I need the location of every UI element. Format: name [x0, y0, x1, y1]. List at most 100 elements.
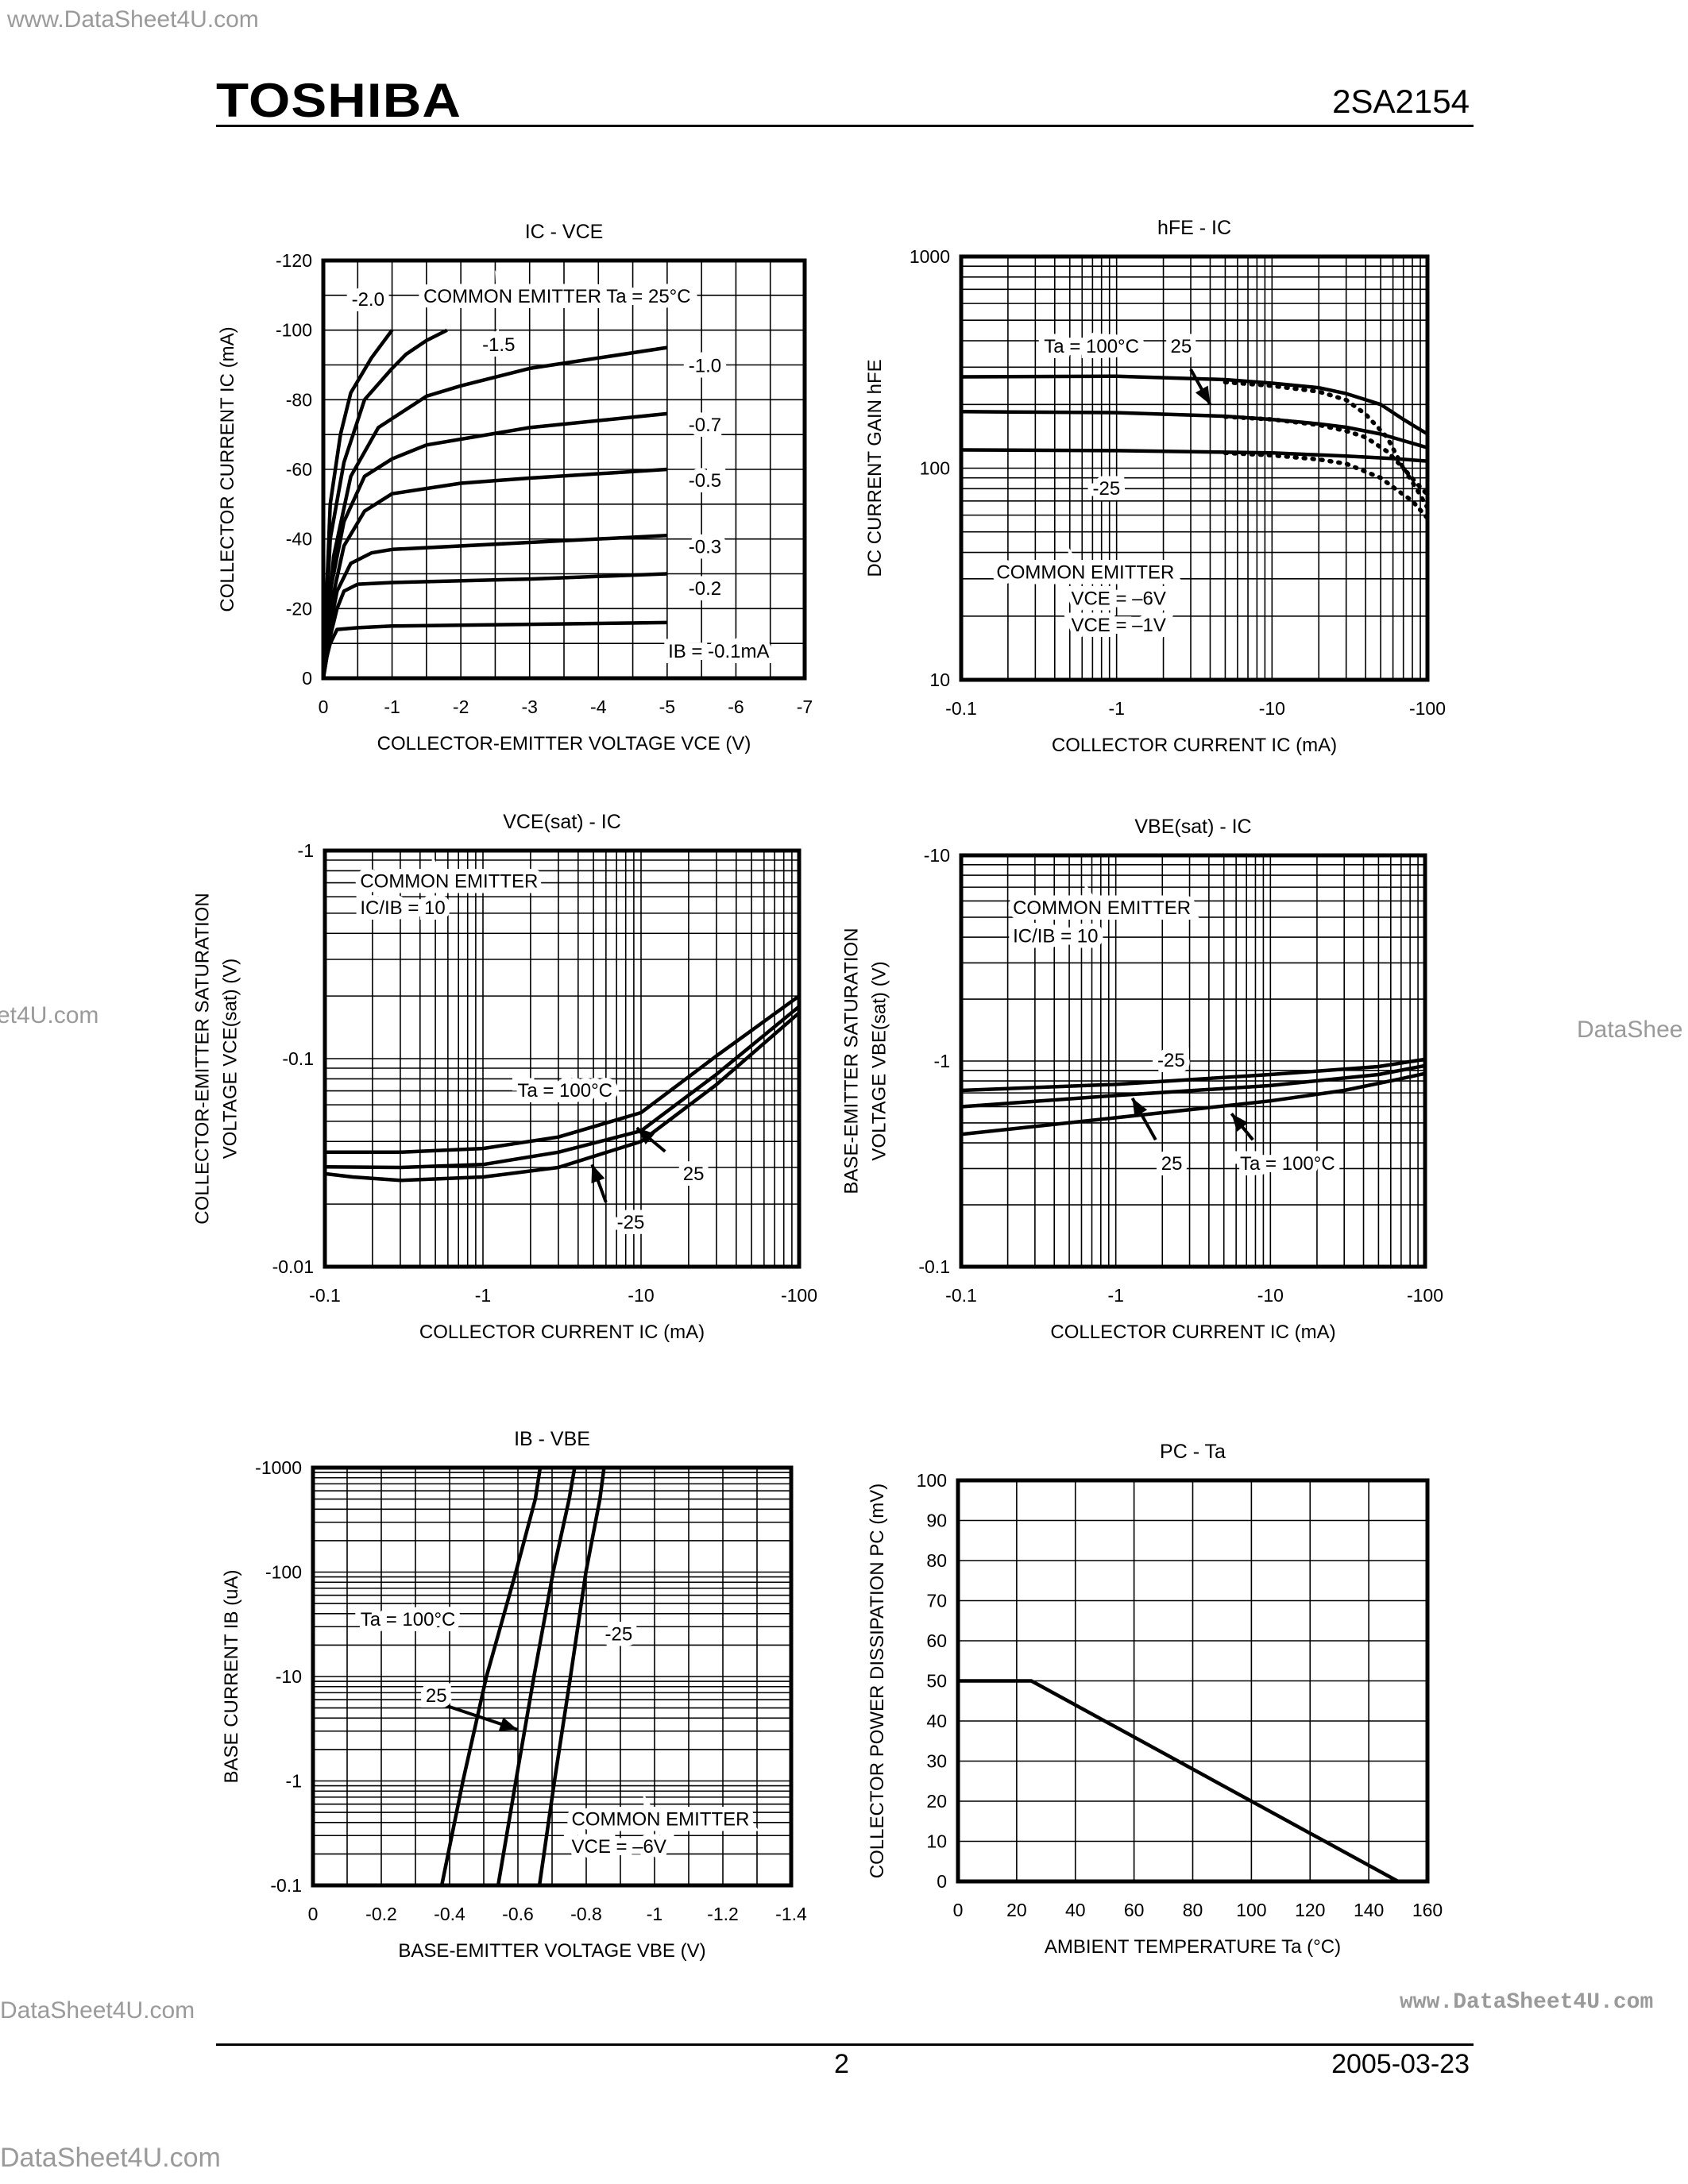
x-tick-label: 0 [953, 1900, 964, 1920]
y-tick-label: 20 [926, 1791, 947, 1812]
x-tick-label: -1 [1108, 698, 1124, 719]
x-tick-label: -0.4 [434, 1904, 465, 1924]
annotation-label: -0.5 [689, 470, 721, 492]
series-line [1223, 380, 1427, 497]
chart-4: VBE(sat) - IC -0.1 -1 -10 -100 -0.1 -1 -10 COLLE… [841, 816, 1444, 1343]
annotation-label: -25 [617, 1212, 645, 1233]
y-tick-label: 70 [926, 1591, 947, 1611]
annotation-label: Ta = 100°C [517, 1080, 612, 1102]
part-number: 2SA2154 [1332, 83, 1470, 120]
y-tick-label: -1 [286, 1771, 302, 1792]
footer-rule [216, 2043, 1474, 2046]
chart-6: PC - Ta 0 20 40 60 80 100 120 140 160 0 10 20 30 40 50 6… [867, 1441, 1443, 1958]
annotation-label: IB = -0.1mA [668, 641, 769, 662]
y-tick-label: 30 [926, 1751, 947, 1772]
chart-title: IB - VBE [514, 1428, 590, 1450]
annotation-label: 25 [683, 1163, 705, 1185]
x-tick-label: -1 [384, 696, 400, 717]
chart-2: hFE - IC -0.1 -1 -10 -100 10 100 1000 COLLECTOR … [864, 217, 1446, 756]
series-line [1223, 414, 1427, 511]
annotation-label: 25 [1161, 1153, 1183, 1175]
annotation-label: COMMON EMITTER [572, 1808, 750, 1830]
x-tick-label: 100 [1236, 1900, 1266, 1920]
annotation-label: -1.5 [482, 334, 515, 356]
series-line [496, 1468, 577, 1885]
x-tick-label: 120 [1295, 1900, 1325, 1920]
x-tick-label: 80 [1183, 1900, 1203, 1920]
annotation-label: COMMON EMITTER Ta = 25°C [423, 286, 691, 307]
annotation-label: 25 [1171, 336, 1192, 357]
arrow-head [1195, 385, 1211, 405]
y-axis-label: DC CURRENT GAIN hFE [864, 359, 886, 577]
watermark: DataShee [1577, 1017, 1683, 1043]
annotation-label: IC/IB = 10 [360, 897, 445, 919]
y-tick-label: 10 [929, 669, 950, 690]
annotation-label: Ta = 100°C [1044, 336, 1139, 357]
series-line [323, 329, 394, 678]
series-line [325, 1005, 799, 1170]
chart-5: IB - VBE 0 -0.2 -0.4 -0.6 -0.8 -1 -1.2 -1.4 -0.1 -… [221, 1428, 807, 1962]
series-line [961, 1057, 1425, 1093]
series-line [323, 572, 667, 678]
y-tick-label: -60 [286, 459, 312, 480]
y-tick-label: -0.1 [918, 1256, 950, 1277]
series-line [961, 1071, 1425, 1136]
y-tick-label: -1 [934, 1051, 950, 1071]
x-tick-label: 0 [308, 1904, 319, 1924]
y-axis-label: COLLECTOR CURRENT IC (mA) [217, 326, 238, 612]
x-axis-label: COLLECTOR-EMITTER VOLTAGE VCE (V) [377, 733, 751, 754]
x-tick-label: -10 [1259, 698, 1285, 719]
x-tick-label: 20 [1006, 1900, 1027, 1920]
series-line [958, 1679, 1400, 1881]
y-tick-label: 50 [926, 1671, 947, 1692]
x-axis-label: COLLECTOR CURRENT IC (mA) [1052, 735, 1337, 756]
annotation-label: -25 [605, 1623, 633, 1645]
annotation-label: VCE = –6V [572, 1836, 666, 1858]
y-tick-label: 0 [302, 668, 312, 689]
watermark: et4U.com [0, 1002, 99, 1028]
grid [960, 855, 1425, 1268]
y-tick-label: 100 [920, 458, 950, 479]
y-axis-label: VOLTAGE VCE(sat) (V) [220, 959, 241, 1159]
annotation-label: COMMON EMITTER [996, 562, 1174, 584]
chart-title: PC - Ta [1160, 1441, 1226, 1463]
y-tick-label: 0 [937, 1871, 947, 1892]
arrow-head [591, 1164, 605, 1184]
grid [324, 851, 799, 1268]
chart-3: VCE(sat) - IC -0.1 -1 -10 -100 -0.01 -0.1 -1 COL… [192, 811, 818, 1343]
x-tick-label: -0.1 [945, 1285, 977, 1306]
y-axis-label: COLLECTOR-EMITTER SATURATION [192, 893, 214, 1224]
x-tick-label: 140 [1354, 1900, 1384, 1920]
x-tick-label: -0.1 [309, 1285, 341, 1306]
y-axis-label: BASE CURRENT IB (uA) [221, 1570, 242, 1784]
grid [323, 260, 805, 679]
y-tick-label: -0.1 [282, 1048, 314, 1069]
y-tick-label: -10 [924, 845, 950, 866]
x-tick-label: -5 [659, 696, 675, 717]
y-tick-label: 90 [926, 1511, 947, 1531]
annotation-label: -0.2 [689, 578, 721, 600]
x-tick-label: -1.2 [707, 1904, 739, 1924]
x-tick-label: -100 [1409, 698, 1446, 719]
chart-title: VBE(sat) - IC [1134, 816, 1251, 838]
document-date: 2005-03-23 [1331, 2049, 1470, 2079]
chart-1: IC - VCE 0 -1 -2 -3 -4 -5 -6 -7 0 -20 -40 -60 -80 -100… [217, 221, 813, 754]
y-tick-label: -10 [276, 1666, 302, 1687]
x-tick-label: 60 [1124, 1900, 1145, 1920]
chart-title: VCE(sat) - IC [503, 811, 621, 833]
x-tick-label: -1 [1107, 1285, 1123, 1306]
x-axis-label: AMBIENT TEMPERATURE Ta (°C) [1045, 1936, 1341, 1958]
annotation-label: COMMON EMITTER [360, 870, 538, 892]
y-tick-label: 1000 [910, 246, 950, 267]
annotation-label: Ta = 100°C [1240, 1153, 1335, 1175]
arrow-head [636, 1128, 655, 1145]
x-tick-label: -1 [647, 1904, 662, 1924]
watermark: DataSheet4U.com [0, 1997, 195, 2024]
x-tick-label: -3 [521, 696, 537, 717]
x-tick-label: -0.8 [570, 1904, 602, 1924]
x-tick-label: -10 [1257, 1285, 1284, 1306]
y-tick-label: -40 [286, 529, 312, 550]
plot-frame [323, 848, 802, 1269]
x-tick-label: 0 [319, 696, 329, 717]
grid [960, 257, 1427, 681]
